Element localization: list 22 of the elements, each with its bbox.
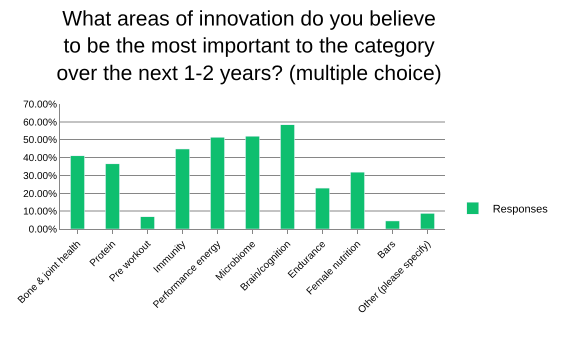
y-tick-label: 10.00% xyxy=(23,206,58,218)
y-tick-label: 40.00% xyxy=(23,153,58,164)
bar xyxy=(245,136,260,229)
x-tick-label: Bars xyxy=(376,238,398,262)
y-tick-label: 20.00% xyxy=(23,188,58,200)
bar xyxy=(70,156,85,229)
bar xyxy=(280,124,295,229)
bar xyxy=(105,164,120,229)
bar xyxy=(210,137,225,229)
legend-label: Responses xyxy=(492,204,548,216)
bar xyxy=(420,213,435,229)
y-tick-label: 0.00% xyxy=(28,224,58,236)
chart-title: What areas of innovation do you believe to be the most important to the category over the next 1-2 years? (multiple choice) xyxy=(56,7,442,86)
y-tick-label: 50.00% xyxy=(23,135,58,146)
bar xyxy=(350,172,365,229)
y-tick-label: 30.00% xyxy=(23,170,58,182)
bar xyxy=(175,148,190,229)
y-tick-label: 70.00% xyxy=(23,100,58,110)
bar xyxy=(140,216,155,229)
y-tick-label: 60.00% xyxy=(23,117,58,128)
bar xyxy=(315,188,330,229)
bar xyxy=(385,220,400,229)
